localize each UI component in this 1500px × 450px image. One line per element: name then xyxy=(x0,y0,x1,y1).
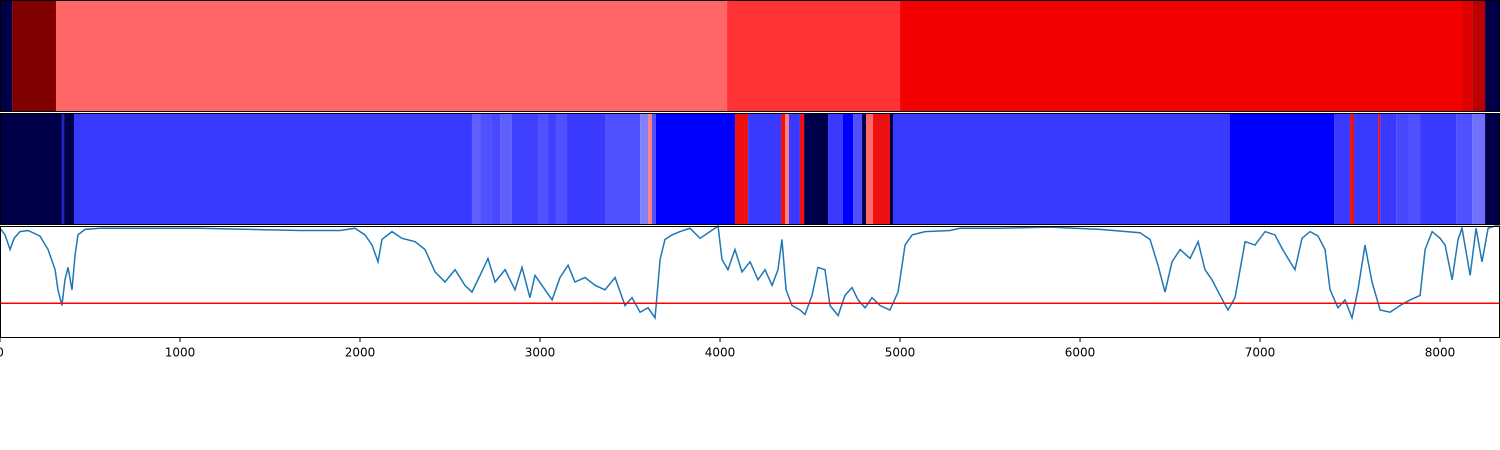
segment xyxy=(862,113,867,225)
segment xyxy=(1472,0,1486,112)
segment xyxy=(853,113,863,225)
x-tick-label: 6000 xyxy=(1065,346,1096,360)
segment xyxy=(866,113,874,225)
segment xyxy=(471,113,481,225)
segment xyxy=(547,113,557,225)
segment xyxy=(1420,113,1457,225)
x-tick-label: 4000 xyxy=(705,346,736,360)
segment xyxy=(873,113,890,225)
segment xyxy=(889,113,894,225)
x-tick-label: 5000 xyxy=(885,346,916,360)
segment xyxy=(1229,113,1335,225)
segment xyxy=(1380,113,1397,225)
segment xyxy=(556,113,568,225)
segment xyxy=(1378,113,1381,225)
segment xyxy=(799,113,805,225)
segment xyxy=(567,113,606,225)
x-tick-label: 3000 xyxy=(525,346,556,360)
segment xyxy=(61,113,65,225)
segment xyxy=(1354,113,1379,225)
segment xyxy=(480,113,492,225)
segment xyxy=(1472,113,1486,225)
x-tick-label: 7000 xyxy=(1245,346,1276,360)
segment xyxy=(900,0,1463,112)
segment xyxy=(1334,113,1351,225)
segment xyxy=(491,113,501,225)
segment xyxy=(500,113,512,225)
segment xyxy=(73,113,472,225)
segment xyxy=(1350,113,1355,225)
segment xyxy=(785,113,789,225)
segment xyxy=(734,113,749,225)
segment xyxy=(1408,113,1421,225)
x-tick-label: 2000 xyxy=(345,346,376,360)
segment xyxy=(1485,113,1500,225)
segment xyxy=(781,113,786,225)
segment xyxy=(1396,113,1409,225)
data-line xyxy=(0,224,1500,321)
segment xyxy=(804,113,829,225)
segment xyxy=(1462,0,1473,112)
segment xyxy=(893,113,1230,225)
segment xyxy=(0,0,13,112)
segment xyxy=(648,113,652,225)
segment xyxy=(640,113,649,225)
x-tick-label: 1000 xyxy=(165,346,196,360)
segment xyxy=(605,113,641,225)
segment xyxy=(788,113,800,225)
x-tick-label: 0 xyxy=(0,346,4,360)
segment xyxy=(64,113,74,225)
segment xyxy=(1485,0,1500,112)
segment xyxy=(748,113,782,225)
panel-frame xyxy=(0,226,1500,338)
segment xyxy=(727,0,901,112)
segment xyxy=(655,113,735,225)
segment xyxy=(538,113,548,225)
x-tick-label: 8000 xyxy=(1425,346,1456,360)
segment xyxy=(55,0,728,112)
segment xyxy=(842,113,854,225)
segment xyxy=(0,113,62,225)
segment xyxy=(1456,113,1473,225)
segment xyxy=(12,0,56,112)
segment xyxy=(511,113,539,225)
segment xyxy=(651,113,656,225)
segment xyxy=(828,113,843,225)
